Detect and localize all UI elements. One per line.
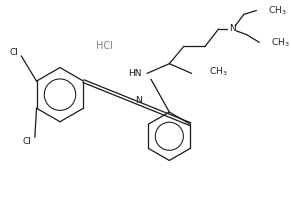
Text: N: N [229,24,236,33]
Text: N: N [135,96,142,105]
Text: CH$_3$: CH$_3$ [209,65,228,78]
Text: Cl: Cl [9,48,18,57]
Text: HN: HN [128,69,141,78]
Text: CH$_3$: CH$_3$ [271,36,290,49]
Text: HCl: HCl [96,41,113,51]
Text: CH$_3$: CH$_3$ [268,4,287,17]
Text: Cl: Cl [23,137,31,146]
